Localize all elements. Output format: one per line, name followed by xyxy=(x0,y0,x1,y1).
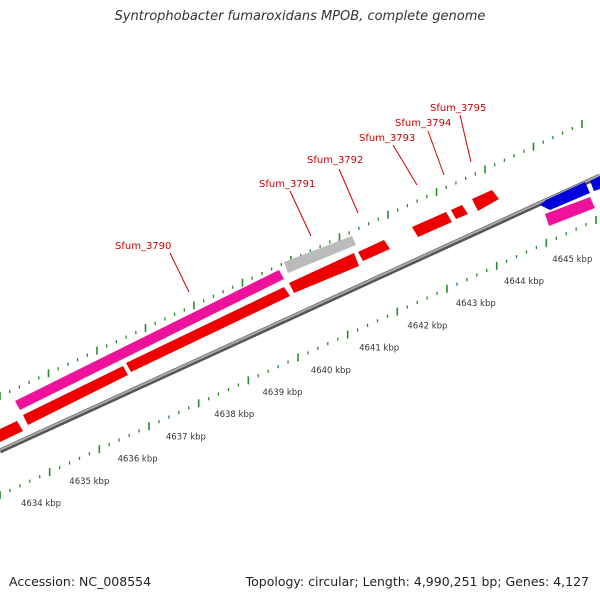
map-title: Syntrophobacter fumaroxidans MPOB, compl… xyxy=(114,9,486,24)
gene-leader-line xyxy=(169,252,190,293)
kbp-label: 4642 kbp xyxy=(407,321,447,331)
gene-rna-right[interactable] xyxy=(545,197,595,226)
gene-leader-line xyxy=(459,114,472,163)
kbp-label: 4636 kbp xyxy=(118,455,158,465)
gene-blue-right-a[interactable] xyxy=(540,182,590,210)
gene-label[interactable]: Sfum_3795 xyxy=(430,103,486,114)
gene-sfum-3794[interactable] xyxy=(412,212,452,237)
gene-leader-line xyxy=(392,144,418,186)
kbp-label: 4640 kbp xyxy=(311,366,351,376)
lower-tick-track xyxy=(0,216,597,499)
gene-sfum-3791[interactable] xyxy=(284,236,356,273)
gene-blue-right-b[interactable] xyxy=(590,176,600,191)
kbp-label: 4645 kbp xyxy=(552,255,592,265)
gene-label[interactable]: Sfum_3794 xyxy=(395,118,451,129)
kbp-label: 4644 kbp xyxy=(504,277,544,287)
kbp-label: 4638 kbp xyxy=(214,410,254,420)
gene-sfum-3795b[interactable] xyxy=(472,190,499,211)
gene-long-lower-b[interactable] xyxy=(126,287,290,372)
kbp-label: 4643 kbp xyxy=(456,299,496,309)
gene-label[interactable]: Sfum_3792 xyxy=(307,155,363,166)
gene-sfum-3793[interactable] xyxy=(358,240,390,261)
gene-label[interactable]: Sfum_3793 xyxy=(359,133,415,144)
gene-leader-line xyxy=(427,130,445,176)
gene-leader-line xyxy=(338,168,359,214)
kbp-label: 4634 kbp xyxy=(21,499,61,509)
kbp-label-layer: 4634 kbp 4635 kbp 4636 kbp 4637 kbp 4638 kbp… xyxy=(21,255,592,509)
gene-label[interactable]: Sfum_3791 xyxy=(259,179,315,190)
gene-sfum-3792[interactable] xyxy=(289,253,359,293)
gene-sfum-3790[interactable] xyxy=(15,270,284,410)
gene-long-lower-a[interactable] xyxy=(23,366,128,425)
gene-label[interactable]: Sfum_3790 xyxy=(115,241,171,252)
gene-leader-line xyxy=(289,190,312,237)
genome-summary-text: Topology: circular; Length: 4,990,251 bp… xyxy=(245,574,589,589)
kbp-label: 4639 kbp xyxy=(263,388,303,398)
accession-text: Accession: NC_008554 xyxy=(9,574,152,589)
gene-left-edge[interactable] xyxy=(0,421,23,442)
gene-sfum-3795a[interactable] xyxy=(451,205,468,219)
kbp-label: 4637 kbp xyxy=(166,432,206,442)
gene-label-layer: Sfum_3790 Sfum_3791 Sfum_3792 Sfum_3793 Sfum… xyxy=(115,103,486,293)
kbp-label: 4635 kbp xyxy=(69,477,109,487)
upper-tick-track xyxy=(0,120,583,400)
kbp-label: 4641 kbp xyxy=(359,344,399,354)
